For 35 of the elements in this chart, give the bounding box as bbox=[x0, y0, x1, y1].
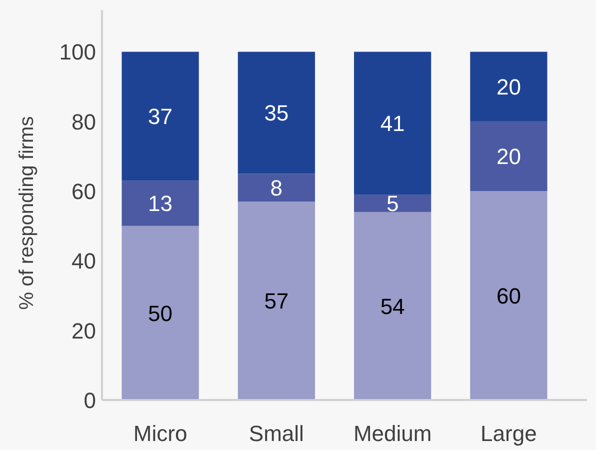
bar bbox=[354, 212, 432, 400]
y-tick-label: 100 bbox=[59, 40, 96, 65]
y-axis-title: % of responding firms bbox=[16, 116, 38, 310]
bar bbox=[354, 52, 432, 195]
bar bbox=[238, 174, 315, 202]
data-label: 20 bbox=[496, 74, 521, 100]
data-label: 60 bbox=[496, 283, 521, 308]
bar bbox=[470, 52, 548, 122]
data-label: 41 bbox=[380, 111, 405, 136]
bar bbox=[122, 226, 199, 400]
data-label: 37 bbox=[148, 104, 173, 130]
bar bbox=[470, 121, 548, 192]
data-label: 13 bbox=[148, 191, 173, 216]
data-label: 54 bbox=[380, 294, 405, 319]
data-label: 50 bbox=[148, 300, 173, 326]
data-label: 57 bbox=[264, 288, 289, 314]
data-label: 35 bbox=[264, 100, 289, 126]
x-tick-label: Micro bbox=[133, 421, 188, 446]
x-tick-label: Large bbox=[480, 421, 537, 446]
x-tick-label: Medium bbox=[353, 421, 432, 446]
data-label: 5 bbox=[386, 191, 399, 216]
y-tick-label: 80 bbox=[72, 109, 96, 134]
y-tick-label: 60 bbox=[72, 178, 96, 204]
bar bbox=[470, 191, 548, 400]
bar bbox=[238, 52, 315, 174]
y-tick-label: 0 bbox=[84, 388, 96, 413]
bar bbox=[122, 52, 199, 181]
y-tick-label: 20 bbox=[72, 318, 96, 344]
bar bbox=[238, 202, 315, 400]
x-tick-label: Small bbox=[248, 421, 304, 446]
data-label: 20 bbox=[496, 144, 521, 170]
bar bbox=[354, 194, 432, 212]
bar bbox=[122, 180, 199, 226]
data-label: 8 bbox=[270, 176, 283, 201]
y-tick-label: 40 bbox=[72, 248, 96, 274]
